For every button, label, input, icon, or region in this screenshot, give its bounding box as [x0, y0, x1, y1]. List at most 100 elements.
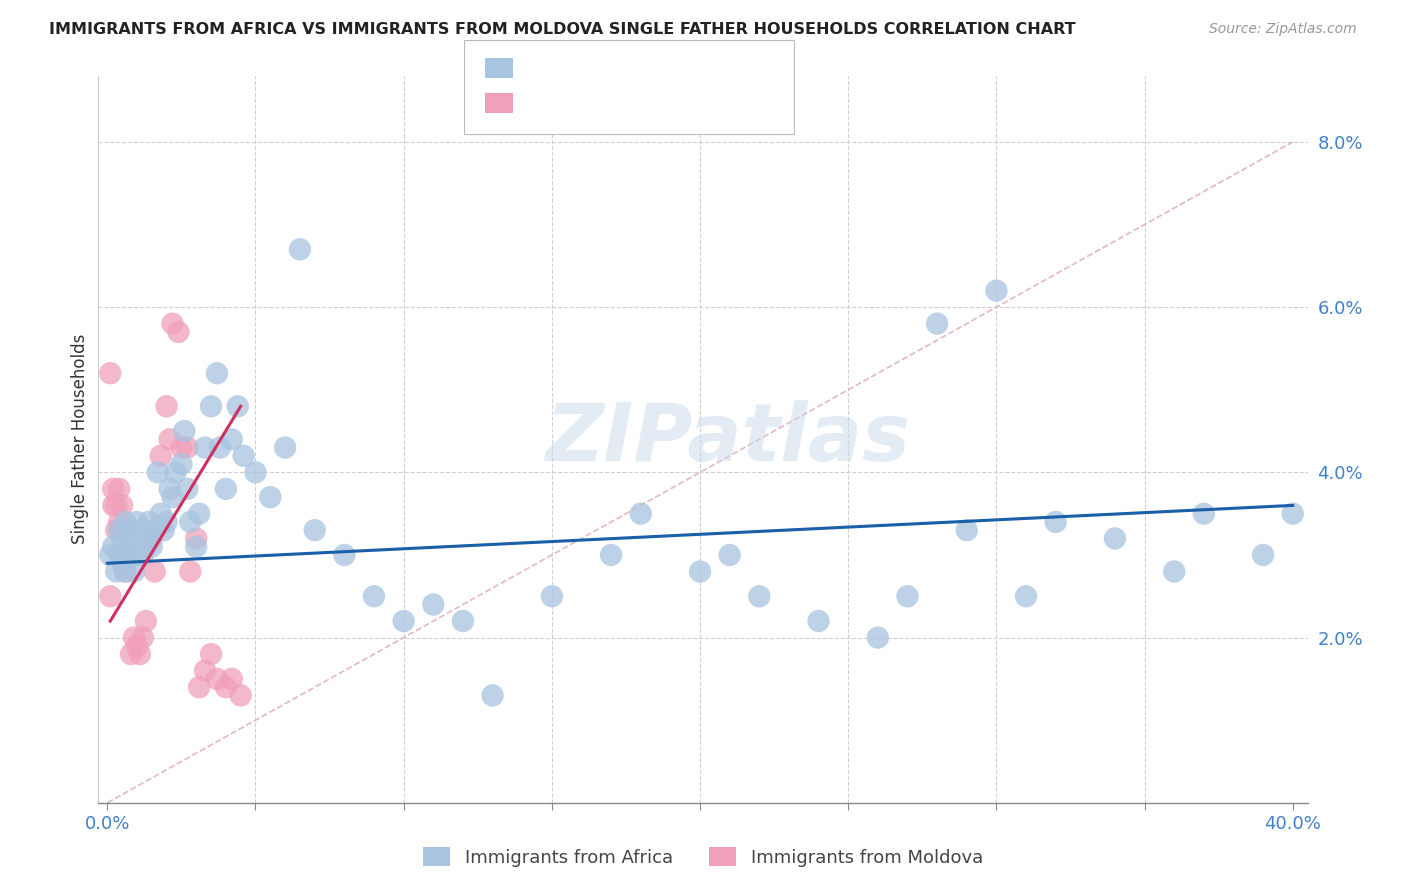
Point [451, 614, 474, 628]
Point [108, 523, 131, 537]
Point [363, 589, 385, 603]
Point [120, 647, 142, 661]
Point [138, 515, 160, 529]
Point [245, 466, 267, 480]
Point [1251, 548, 1274, 562]
Point [194, 664, 217, 678]
Point [129, 647, 152, 661]
Point [117, 548, 139, 562]
Point [1163, 565, 1185, 579]
Point [108, 548, 131, 562]
Point [159, 482, 181, 496]
Point [135, 532, 157, 546]
Point [122, 565, 145, 579]
Point [155, 515, 177, 529]
Point [117, 548, 139, 562]
Point [98, 548, 121, 562]
Point [188, 507, 211, 521]
Y-axis label: Single Father Households: Single Father Households [72, 334, 90, 544]
Point [114, 523, 136, 537]
Text: ZIPatlas: ZIPatlas [544, 401, 910, 478]
Point [105, 565, 128, 579]
Point [718, 548, 741, 562]
Point [129, 540, 152, 554]
Point [200, 399, 222, 413]
Point [120, 523, 142, 537]
Point [188, 680, 211, 694]
Point [125, 639, 148, 653]
Point [149, 507, 172, 521]
Point [146, 466, 169, 480]
Point [866, 631, 889, 645]
Point [103, 482, 125, 496]
Point [135, 540, 157, 554]
Point [1015, 589, 1038, 603]
Text: 37: 37 [682, 95, 707, 112]
Point [630, 507, 652, 521]
Point [215, 680, 238, 694]
Point [215, 482, 238, 496]
Point [221, 432, 243, 446]
Point [194, 441, 217, 455]
Point [200, 647, 222, 661]
Point [927, 317, 949, 331]
Point [159, 432, 181, 446]
Point [689, 565, 711, 579]
Point [155, 399, 177, 413]
Point [103, 499, 125, 513]
Point [143, 565, 166, 579]
Text: 0.098: 0.098 [567, 60, 624, 78]
Point [229, 689, 252, 703]
Point [208, 441, 231, 455]
Point [135, 614, 157, 628]
Point [165, 466, 187, 480]
Point [162, 317, 184, 331]
Point [1045, 515, 1067, 529]
Point [114, 515, 136, 529]
Text: R =: R = [524, 60, 564, 78]
Point [179, 565, 201, 579]
Point [540, 589, 562, 603]
Point [232, 449, 254, 463]
Point [170, 441, 193, 455]
Point [111, 532, 134, 546]
Point [422, 598, 444, 612]
Point [259, 490, 281, 504]
Point [111, 499, 134, 513]
Point [98, 589, 121, 603]
Point [179, 515, 201, 529]
Point [304, 523, 326, 537]
Point [176, 482, 198, 496]
Point [288, 242, 311, 256]
Point [1104, 532, 1126, 546]
Point [170, 457, 193, 471]
Point [152, 523, 174, 537]
Point [186, 540, 208, 554]
Point [1192, 507, 1215, 521]
Point [98, 366, 121, 380]
Point [167, 325, 190, 339]
Point [141, 540, 163, 554]
Point [896, 589, 918, 603]
Point [226, 399, 249, 413]
Text: N =: N = [640, 60, 679, 78]
Point [274, 441, 297, 455]
Point [205, 366, 228, 380]
Point [108, 482, 131, 496]
Point [132, 523, 155, 537]
Point [105, 499, 128, 513]
Point [114, 565, 136, 579]
Point [105, 523, 128, 537]
Point [122, 532, 145, 546]
Point [111, 556, 134, 570]
Legend: Immigrants from Africa, Immigrants from Moldova: Immigrants from Africa, Immigrants from … [416, 840, 990, 874]
Point [162, 490, 184, 504]
Point [748, 589, 770, 603]
Text: IMMIGRANTS FROM AFRICA VS IMMIGRANTS FROM MOLDOVA SINGLE FATHER HOUSEHOLDS CORRE: IMMIGRANTS FROM AFRICA VS IMMIGRANTS FRO… [49, 22, 1076, 37]
Point [149, 449, 172, 463]
Point [807, 614, 830, 628]
Point [122, 631, 145, 645]
Point [108, 515, 131, 529]
Text: N =: N = [640, 95, 679, 112]
Point [114, 565, 136, 579]
